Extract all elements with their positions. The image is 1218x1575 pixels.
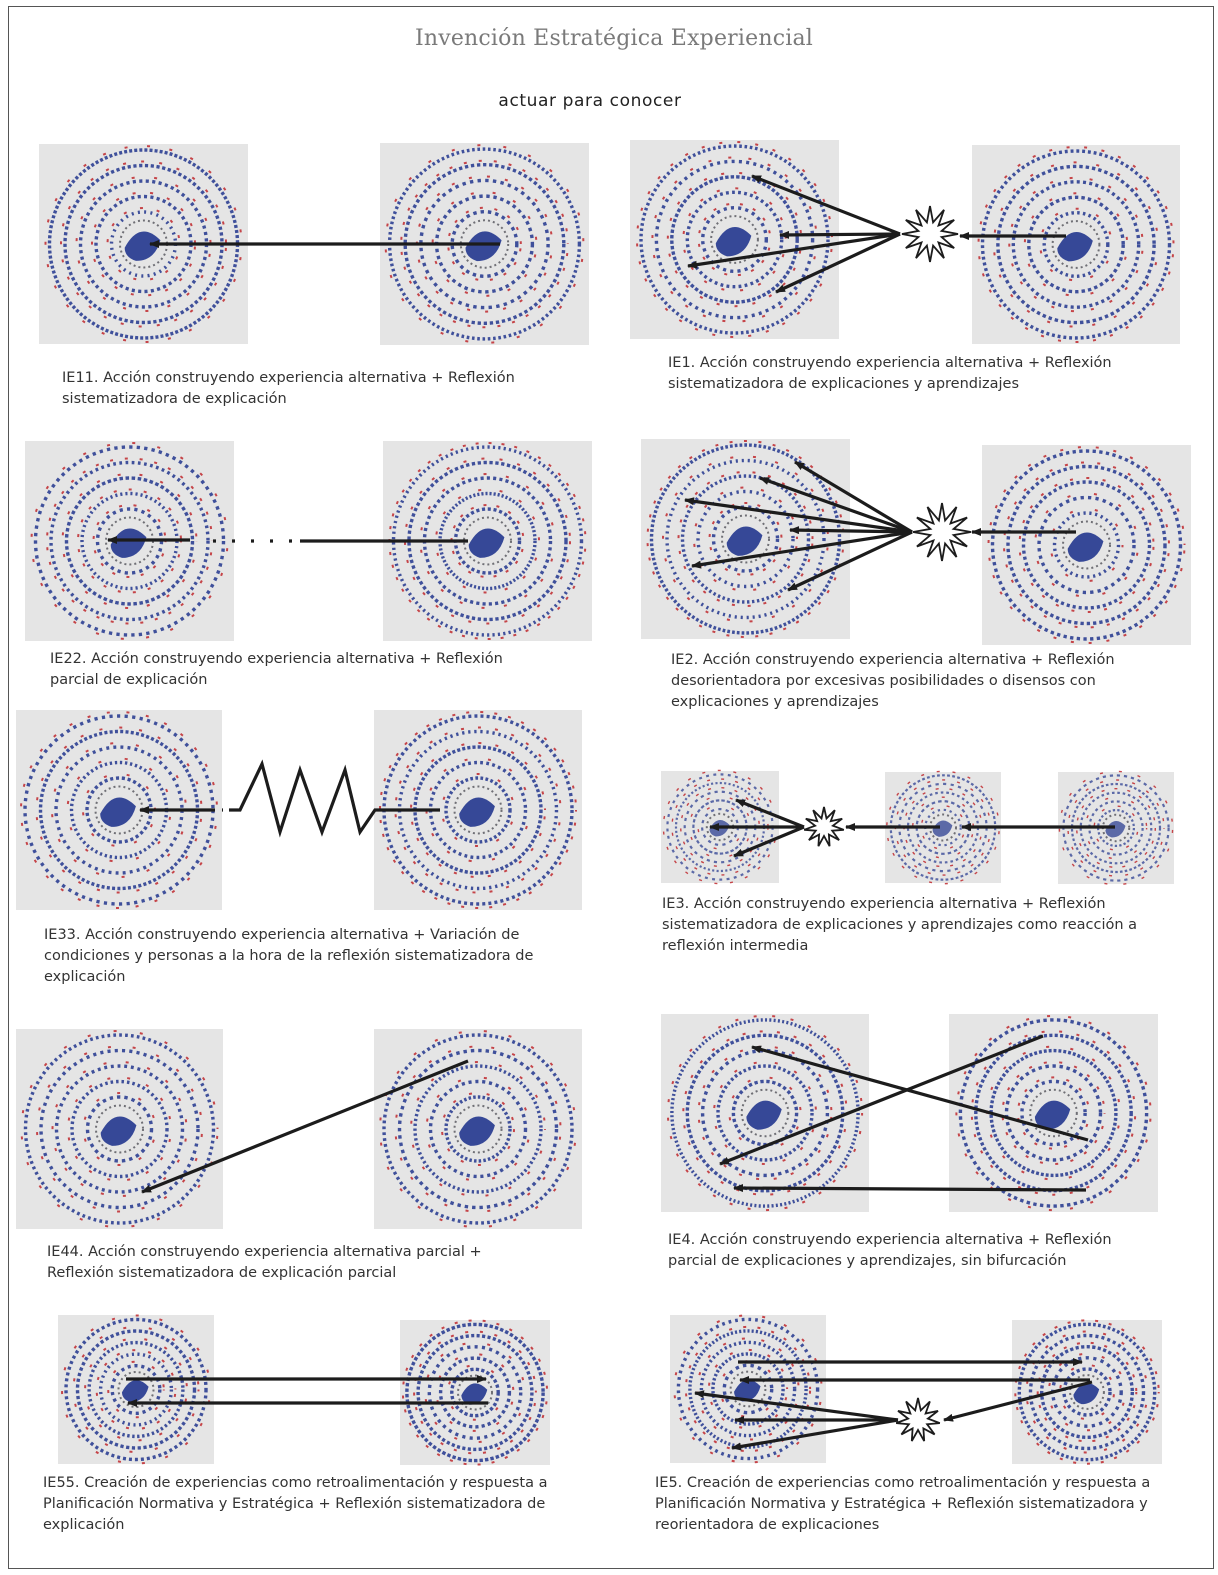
arrow-ie2-a — [794, 460, 913, 534]
panel-ie44-right — [374, 1029, 582, 1229]
arrow-ie4-cross-b — [751, 1045, 1089, 1142]
arrow-ie5-in — [943, 1380, 1093, 1422]
caption-ie22: IE22. Acción construyendo experiencia al… — [50, 651, 503, 688]
caption-ie3: IE3. Acción construyendo experiencia alt… — [662, 896, 1138, 954]
caption-ie2: IE2. Acción construyendo experiencia alt… — [671, 652, 1115, 710]
panel-ie55-left — [58, 1314, 214, 1465]
arrow-ie3-c — [733, 825, 805, 858]
burst-ie1 — [901, 205, 959, 263]
panel-ie4-right — [949, 1014, 1158, 1212]
zigzag-ie33 — [232, 759, 440, 838]
arrow-ie2-c — [684, 497, 913, 534]
burst-ie2 — [912, 502, 972, 562]
caption-ie11: IE11. Acción construyendo experiencia al… — [62, 370, 515, 407]
arrow-ie44 — [141, 1059, 469, 1194]
panel-ie5-left — [670, 1314, 826, 1464]
caption-ie4: IE4. Acción construyendo experiencia alt… — [668, 1232, 1112, 1269]
page-title: Invención Estratégica Experiencial — [414, 26, 814, 51]
panel-ie44-left — [16, 1029, 223, 1229]
panel-ie4-left — [661, 1014, 869, 1212]
arrow-ie3-a — [735, 798, 805, 829]
arrow-ie4-bottom — [733, 1184, 1087, 1193]
arrow-ie2-d — [789, 526, 913, 535]
arrow-ie5-c — [731, 1418, 899, 1451]
panel-ie55-right — [400, 1319, 550, 1466]
arrows-layer — [107, 174, 1115, 1451]
arrow-ie1-d — [775, 232, 901, 294]
panel-ie2-right — [982, 445, 1191, 645]
caption-ie5: IE5. Creación de experiencias como retro… — [655, 1475, 1151, 1533]
panel-ie1-right — [972, 145, 1180, 344]
arrow-ie2-b — [759, 476, 913, 534]
page-subtitle: actuar para conocer — [498, 91, 682, 111]
caption-ie44: IE44. Acción construyendo experiencia al… — [47, 1244, 482, 1281]
panel-ie1-left — [630, 140, 839, 339]
arrow-ie2-e — [691, 530, 913, 569]
arrow-ie4-cross-a — [719, 1034, 1044, 1166]
caption-ie33: IE33. Acción construyendo experiencia al… — [44, 927, 534, 985]
arrow-ie1-c — [687, 232, 901, 269]
panel-ie2-left — [641, 439, 850, 639]
arrow-ie5-a — [694, 1390, 899, 1422]
caption-ie1: IE1. Acción construyendo experiencia alt… — [668, 355, 1112, 392]
panel-ie5-right — [1012, 1319, 1162, 1465]
arrow-ie1-b — [779, 230, 901, 239]
caption-ie55: IE55. Creación de experiencias como retr… — [43, 1475, 548, 1533]
arrow-ie1-a — [751, 174, 901, 236]
burst-ie3 — [803, 806, 845, 847]
arrow-ie2-f — [787, 530, 913, 592]
burst-ie5 — [895, 1397, 941, 1442]
